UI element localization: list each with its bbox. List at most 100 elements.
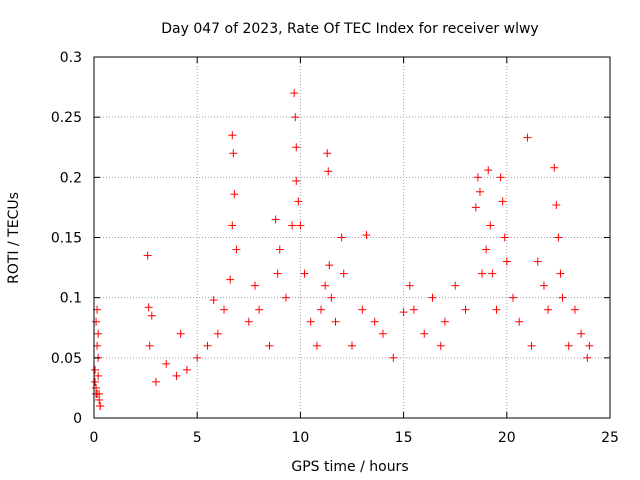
- data-point: [300, 269, 309, 278]
- y-tick-label: 0.15: [51, 231, 82, 247]
- data-point: [389, 353, 398, 362]
- y-tick-label: 0.3: [60, 50, 82, 66]
- data-point: [294, 197, 303, 206]
- data-point: [370, 317, 379, 326]
- data-point: [337, 233, 346, 242]
- x-axis-label: GPS time / hours: [291, 459, 408, 475]
- data-point: [577, 329, 586, 338]
- data-point: [162, 359, 171, 368]
- data-point: [228, 131, 237, 140]
- data-point: [527, 341, 536, 350]
- data-point: [323, 149, 332, 158]
- data-point: [91, 377, 100, 386]
- data-point: [496, 173, 505, 182]
- data-point: [473, 173, 482, 182]
- data-point: [220, 305, 229, 314]
- y-tick-label: 0.1: [60, 291, 82, 307]
- data-point: [271, 215, 280, 224]
- data-point: [378, 329, 387, 338]
- data-point: [291, 113, 300, 122]
- x-tick-label: 15: [395, 430, 413, 446]
- x-tick-label: 5: [193, 430, 202, 446]
- data-point: [182, 365, 191, 374]
- data-point: [324, 167, 333, 176]
- data-point: [471, 203, 480, 212]
- data-point: [209, 296, 218, 305]
- data-point: [250, 281, 259, 290]
- data-point: [143, 251, 152, 260]
- data-point: [151, 377, 160, 386]
- y-tick-label: 0: [73, 411, 82, 427]
- data-point: [147, 311, 156, 320]
- data-point: [331, 317, 340, 326]
- data-points: [91, 89, 594, 410]
- data-point: [436, 341, 445, 350]
- data-point: [290, 89, 299, 98]
- chart-title: Day 047 of 2023, Rate Of TEC Index for r…: [161, 21, 538, 37]
- data-point: [478, 269, 487, 278]
- data-point: [176, 329, 185, 338]
- data-point: [405, 281, 414, 290]
- data-point: [570, 305, 579, 314]
- data-point: [554, 233, 563, 242]
- data-point: [325, 261, 334, 270]
- data-point: [358, 305, 367, 314]
- data-point: [230, 190, 239, 199]
- data-point: [203, 341, 212, 350]
- data-point: [213, 329, 222, 338]
- data-point: [317, 305, 326, 314]
- data-point: [275, 245, 284, 254]
- axis-ticks: [93, 56, 611, 419]
- data-point: [94, 329, 103, 338]
- data-point: [95, 395, 104, 404]
- data-point: [144, 303, 153, 312]
- data-point: [172, 371, 181, 380]
- data-point: [362, 231, 371, 240]
- data-point: [321, 281, 330, 290]
- data-point: [228, 221, 237, 230]
- data-point: [348, 341, 356, 350]
- data-point: [292, 176, 301, 185]
- data-point: [229, 149, 238, 158]
- data-point: [583, 353, 592, 362]
- data-point: [486, 221, 495, 230]
- data-point: [461, 305, 470, 314]
- data-point: [552, 201, 561, 210]
- tick-labels: 0 5 10 15 20 25 0 0.05 0.1 0.15 0.2 0.25 0.3: [51, 50, 619, 446]
- data-point: [92, 383, 101, 392]
- data-point: [492, 305, 501, 314]
- x-tick-label: 25: [601, 430, 619, 446]
- data-point: [265, 341, 274, 350]
- data-point: [244, 317, 253, 326]
- data-point: [96, 401, 105, 410]
- data-point: [508, 293, 517, 302]
- data-point: [451, 281, 460, 290]
- data-point: [226, 275, 235, 284]
- data-point: [255, 305, 264, 314]
- y-axis-label: ROTI / TECUs: [6, 192, 22, 284]
- data-point: [94, 371, 103, 380]
- data-point: [539, 281, 548, 290]
- y-tick-label: 0.25: [51, 110, 82, 126]
- data-point: [475, 187, 484, 196]
- data-point: [488, 269, 497, 278]
- data-point: [428, 293, 437, 302]
- data-point: [440, 317, 449, 326]
- data-point: [556, 269, 565, 278]
- data-point: [544, 305, 553, 314]
- data-point: [273, 269, 282, 278]
- data-point: [292, 143, 301, 152]
- data-point: [312, 341, 321, 350]
- data-point: [306, 317, 315, 326]
- data-point: [193, 353, 202, 362]
- data-point: [288, 221, 297, 230]
- grid-lines: [94, 57, 610, 418]
- data-point: [232, 245, 241, 254]
- data-point: [550, 163, 559, 172]
- data-point: [399, 308, 408, 317]
- y-tick-label: 0.2: [60, 170, 82, 186]
- data-point: [145, 341, 154, 350]
- data-point: [339, 269, 348, 278]
- data-point: [500, 233, 509, 242]
